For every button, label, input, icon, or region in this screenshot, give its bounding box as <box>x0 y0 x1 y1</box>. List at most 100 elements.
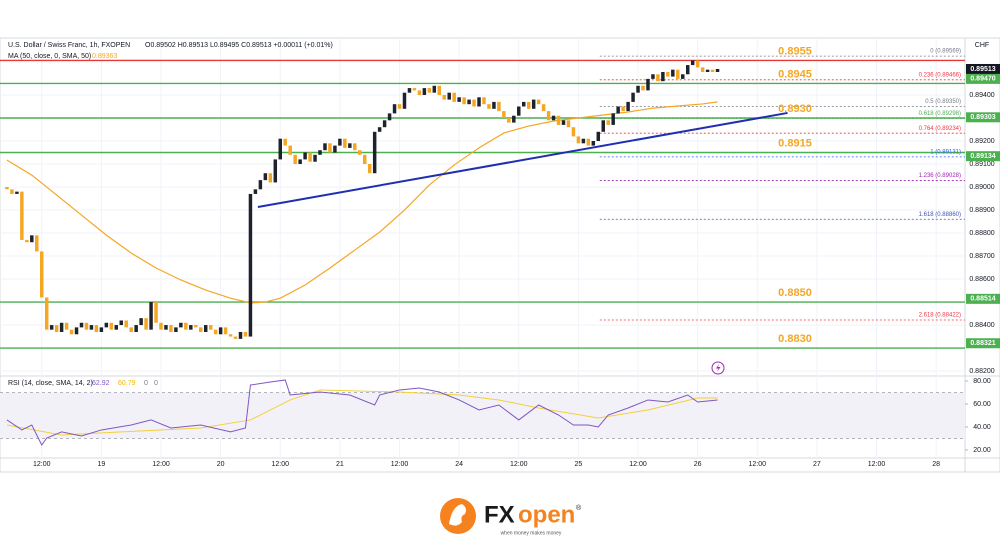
candle <box>74 327 79 335</box>
rsi-sma-line <box>6 389 718 436</box>
rsi-tick-label: 20.00 <box>973 447 991 454</box>
candle <box>243 331 248 337</box>
candle <box>273 159 278 183</box>
fib-label: 0.618 (0.89298) <box>919 111 961 117</box>
candle <box>407 88 412 93</box>
candle <box>522 101 526 107</box>
candle <box>15 191 19 194</box>
candle <box>427 88 432 93</box>
rsi-reading: 60.79 <box>118 380 136 387</box>
candle <box>690 60 695 66</box>
x-tick-label: 12:00 <box>749 461 767 468</box>
level-label: 0.8945 <box>778 68 812 80</box>
rsi-reading: 0 <box>154 380 158 387</box>
candle <box>268 173 273 183</box>
candle <box>641 85 645 91</box>
logo: FX open ® when money makes money <box>440 498 582 536</box>
candle <box>646 78 650 91</box>
candle <box>387 113 392 121</box>
candle <box>278 138 282 160</box>
candle <box>437 85 442 95</box>
price-tag-label: 0.89470 <box>970 76 995 83</box>
candle <box>487 104 491 109</box>
candle <box>318 150 322 155</box>
x-tick-label: 12:00 <box>152 461 170 468</box>
front-layer: 12:00 19 12:00 20 12:00 21 12:00 24 12:00 25 12:00… <box>5 45 1000 468</box>
candle <box>25 239 29 243</box>
level-label: 0.8830 <box>778 333 812 345</box>
candle <box>228 334 233 337</box>
level-label: 0.8955 <box>778 45 812 57</box>
candle <box>139 318 143 326</box>
candle <box>566 120 571 128</box>
fib-label: 0.764 (0.89234) <box>919 126 961 132</box>
y-tick-label: 0.89200 <box>969 138 994 145</box>
candle <box>179 322 183 328</box>
candle <box>223 327 228 335</box>
candle <box>124 320 128 328</box>
level-label: 0.8930 <box>778 103 812 115</box>
candle <box>397 104 402 109</box>
fib-label: 1.618 (0.88860) <box>919 212 961 218</box>
candle <box>447 92 451 100</box>
x-tick-label: 12:00 <box>510 461 528 468</box>
candle <box>258 180 263 190</box>
candle <box>208 325 213 330</box>
candle <box>616 106 620 114</box>
candle <box>218 327 223 335</box>
x-tick-label: 12:00 <box>629 461 647 468</box>
candle <box>467 99 471 105</box>
candle <box>531 99 536 109</box>
trendline <box>257 111 788 209</box>
candle <box>457 97 461 102</box>
candle <box>377 127 382 132</box>
x-tick-label: 21 <box>336 461 344 468</box>
candle <box>651 74 655 79</box>
level-label: 0.8915 <box>778 137 812 149</box>
candle <box>571 127 576 137</box>
rsi-line <box>6 379 718 446</box>
y-tick-label: 0.88600 <box>969 276 994 283</box>
candle <box>685 65 690 75</box>
candle <box>497 101 501 112</box>
candle <box>49 325 54 330</box>
candle <box>432 85 437 93</box>
candle <box>482 97 486 105</box>
candle <box>194 325 198 328</box>
candle <box>288 145 292 155</box>
candle <box>303 152 307 160</box>
candle <box>94 325 99 332</box>
candle <box>700 67 705 72</box>
candle <box>35 235 39 252</box>
candle <box>293 154 297 165</box>
y-tick-label: 0.89000 <box>969 184 994 191</box>
price-tag <box>966 112 1000 123</box>
candle <box>238 331 243 339</box>
x-tick-label: 12:00 <box>391 461 409 468</box>
candle <box>333 145 337 153</box>
brand-open: open <box>518 501 575 528</box>
x-tick-label: 27 <box>813 461 821 468</box>
price-tag-label: 0.89303 <box>970 114 995 121</box>
price-tag-label: 0.89134 <box>970 153 995 160</box>
logo-emblem-figure <box>449 504 466 526</box>
candle <box>114 325 119 330</box>
price-tag <box>966 73 1000 84</box>
x-tick-label: 24 <box>455 461 463 468</box>
rsi-tick-label: 40.00 <box>973 424 991 431</box>
candle <box>581 138 586 144</box>
candle <box>144 318 148 330</box>
brand-mark: ® <box>576 504 582 512</box>
y-tick-label: 0.88800 <box>969 230 994 237</box>
y-tick-label: 0.88900 <box>969 207 994 214</box>
x-tick-label: 28 <box>932 461 940 468</box>
candle <box>134 325 138 332</box>
candle <box>556 115 561 125</box>
candle <box>308 152 312 162</box>
candle <box>199 327 203 332</box>
candle <box>502 111 506 118</box>
x-tick-label: 25 <box>575 461 583 468</box>
fib-label: 0 (0.89569) <box>930 49 961 55</box>
candle <box>611 113 615 125</box>
